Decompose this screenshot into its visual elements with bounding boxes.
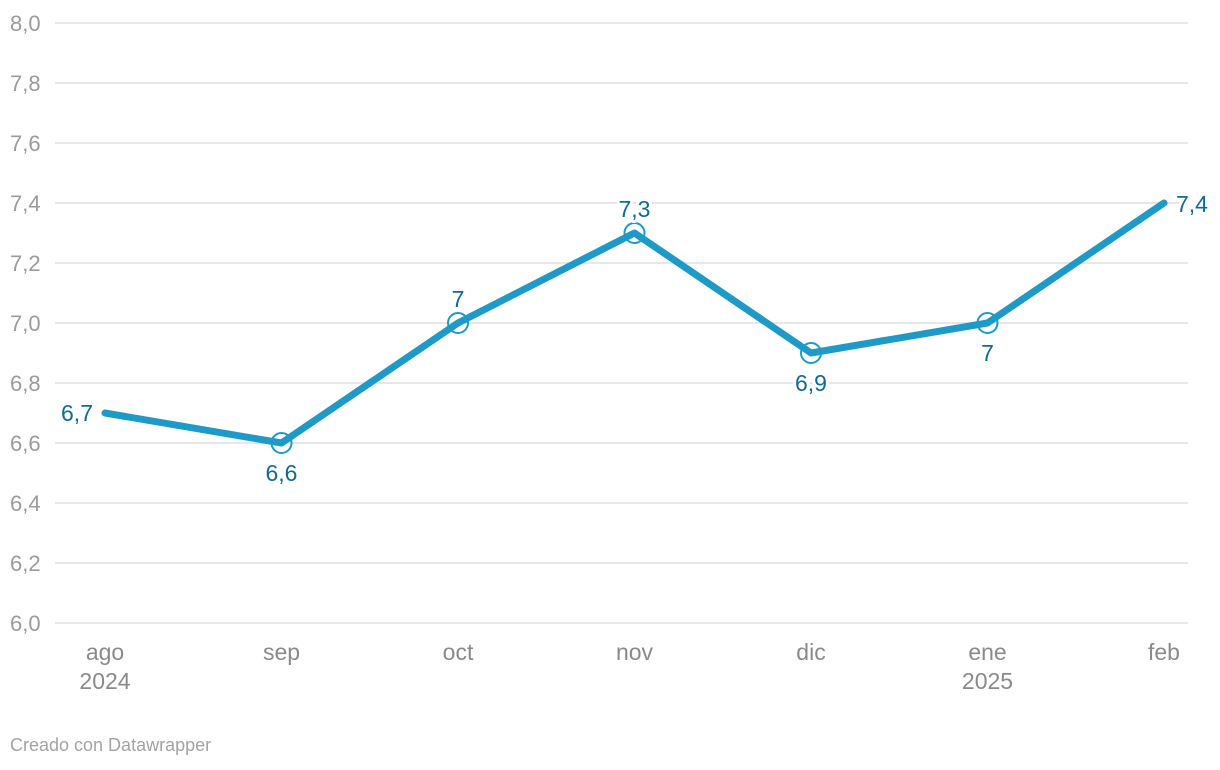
y-axis-tick-label: 7,2: [10, 251, 41, 276]
y-axis-tick-label: 7,6: [10, 131, 41, 156]
data-point-marker: [623, 222, 646, 244]
y-axis-tick-label: 7,4: [10, 191, 41, 216]
x-axis-tick-label: dic: [796, 639, 825, 665]
y-axis-tick-label: 6,4: [10, 491, 41, 516]
y-axis-tick-label: 7,0: [10, 311, 41, 336]
data-point-value-label: 7,3: [619, 196, 651, 222]
x-axis-year-label: 2024: [79, 668, 130, 694]
x-axis-tick-label: ago: [86, 639, 124, 665]
y-axis-tick-label: 6,0: [10, 611, 41, 636]
y-axis-tick-label: 6,8: [10, 371, 41, 396]
y-axis-tick-label: 6,6: [10, 431, 41, 456]
data-point-marker: [447, 312, 469, 334]
x-axis-tick-label: oct: [443, 639, 474, 665]
data-point-value-label: 7,4: [1176, 191, 1208, 217]
data-point-marker: [270, 432, 293, 454]
x-axis-tick-label: nov: [616, 639, 654, 665]
data-point-value-label: 6,7: [61, 400, 93, 426]
x-axis-tick-label: feb: [1148, 639, 1180, 665]
y-axis-tick-label: 8,0: [10, 11, 41, 36]
data-point-marker: [800, 342, 822, 364]
data-point-value-label: 6,9: [795, 370, 827, 396]
data-point-value-label: 7: [452, 286, 465, 312]
x-axis-tick-label: ene: [968, 639, 1006, 665]
y-axis-tick-label: 6,2: [10, 551, 41, 576]
x-axis-tick-label: sep: [263, 639, 300, 665]
data-line: [101, 199, 1168, 447]
line-chart: 6,0 6,2 6,4 6,6 6,8 7,0 7,2 7,4 7,6 7,8 8,0 ago 2024…: [10, 11, 1209, 694]
data-point-value-label: 6,6: [266, 460, 298, 486]
data-point-value-label: 7: [981, 340, 994, 366]
data-point-marker: [976, 312, 999, 334]
y-axis-tick-label: 7,8: [10, 71, 41, 96]
x-axis-year-label: 2025: [962, 668, 1013, 694]
datawrapper-credit: Creado con Datawrapper: [10, 735, 212, 755]
